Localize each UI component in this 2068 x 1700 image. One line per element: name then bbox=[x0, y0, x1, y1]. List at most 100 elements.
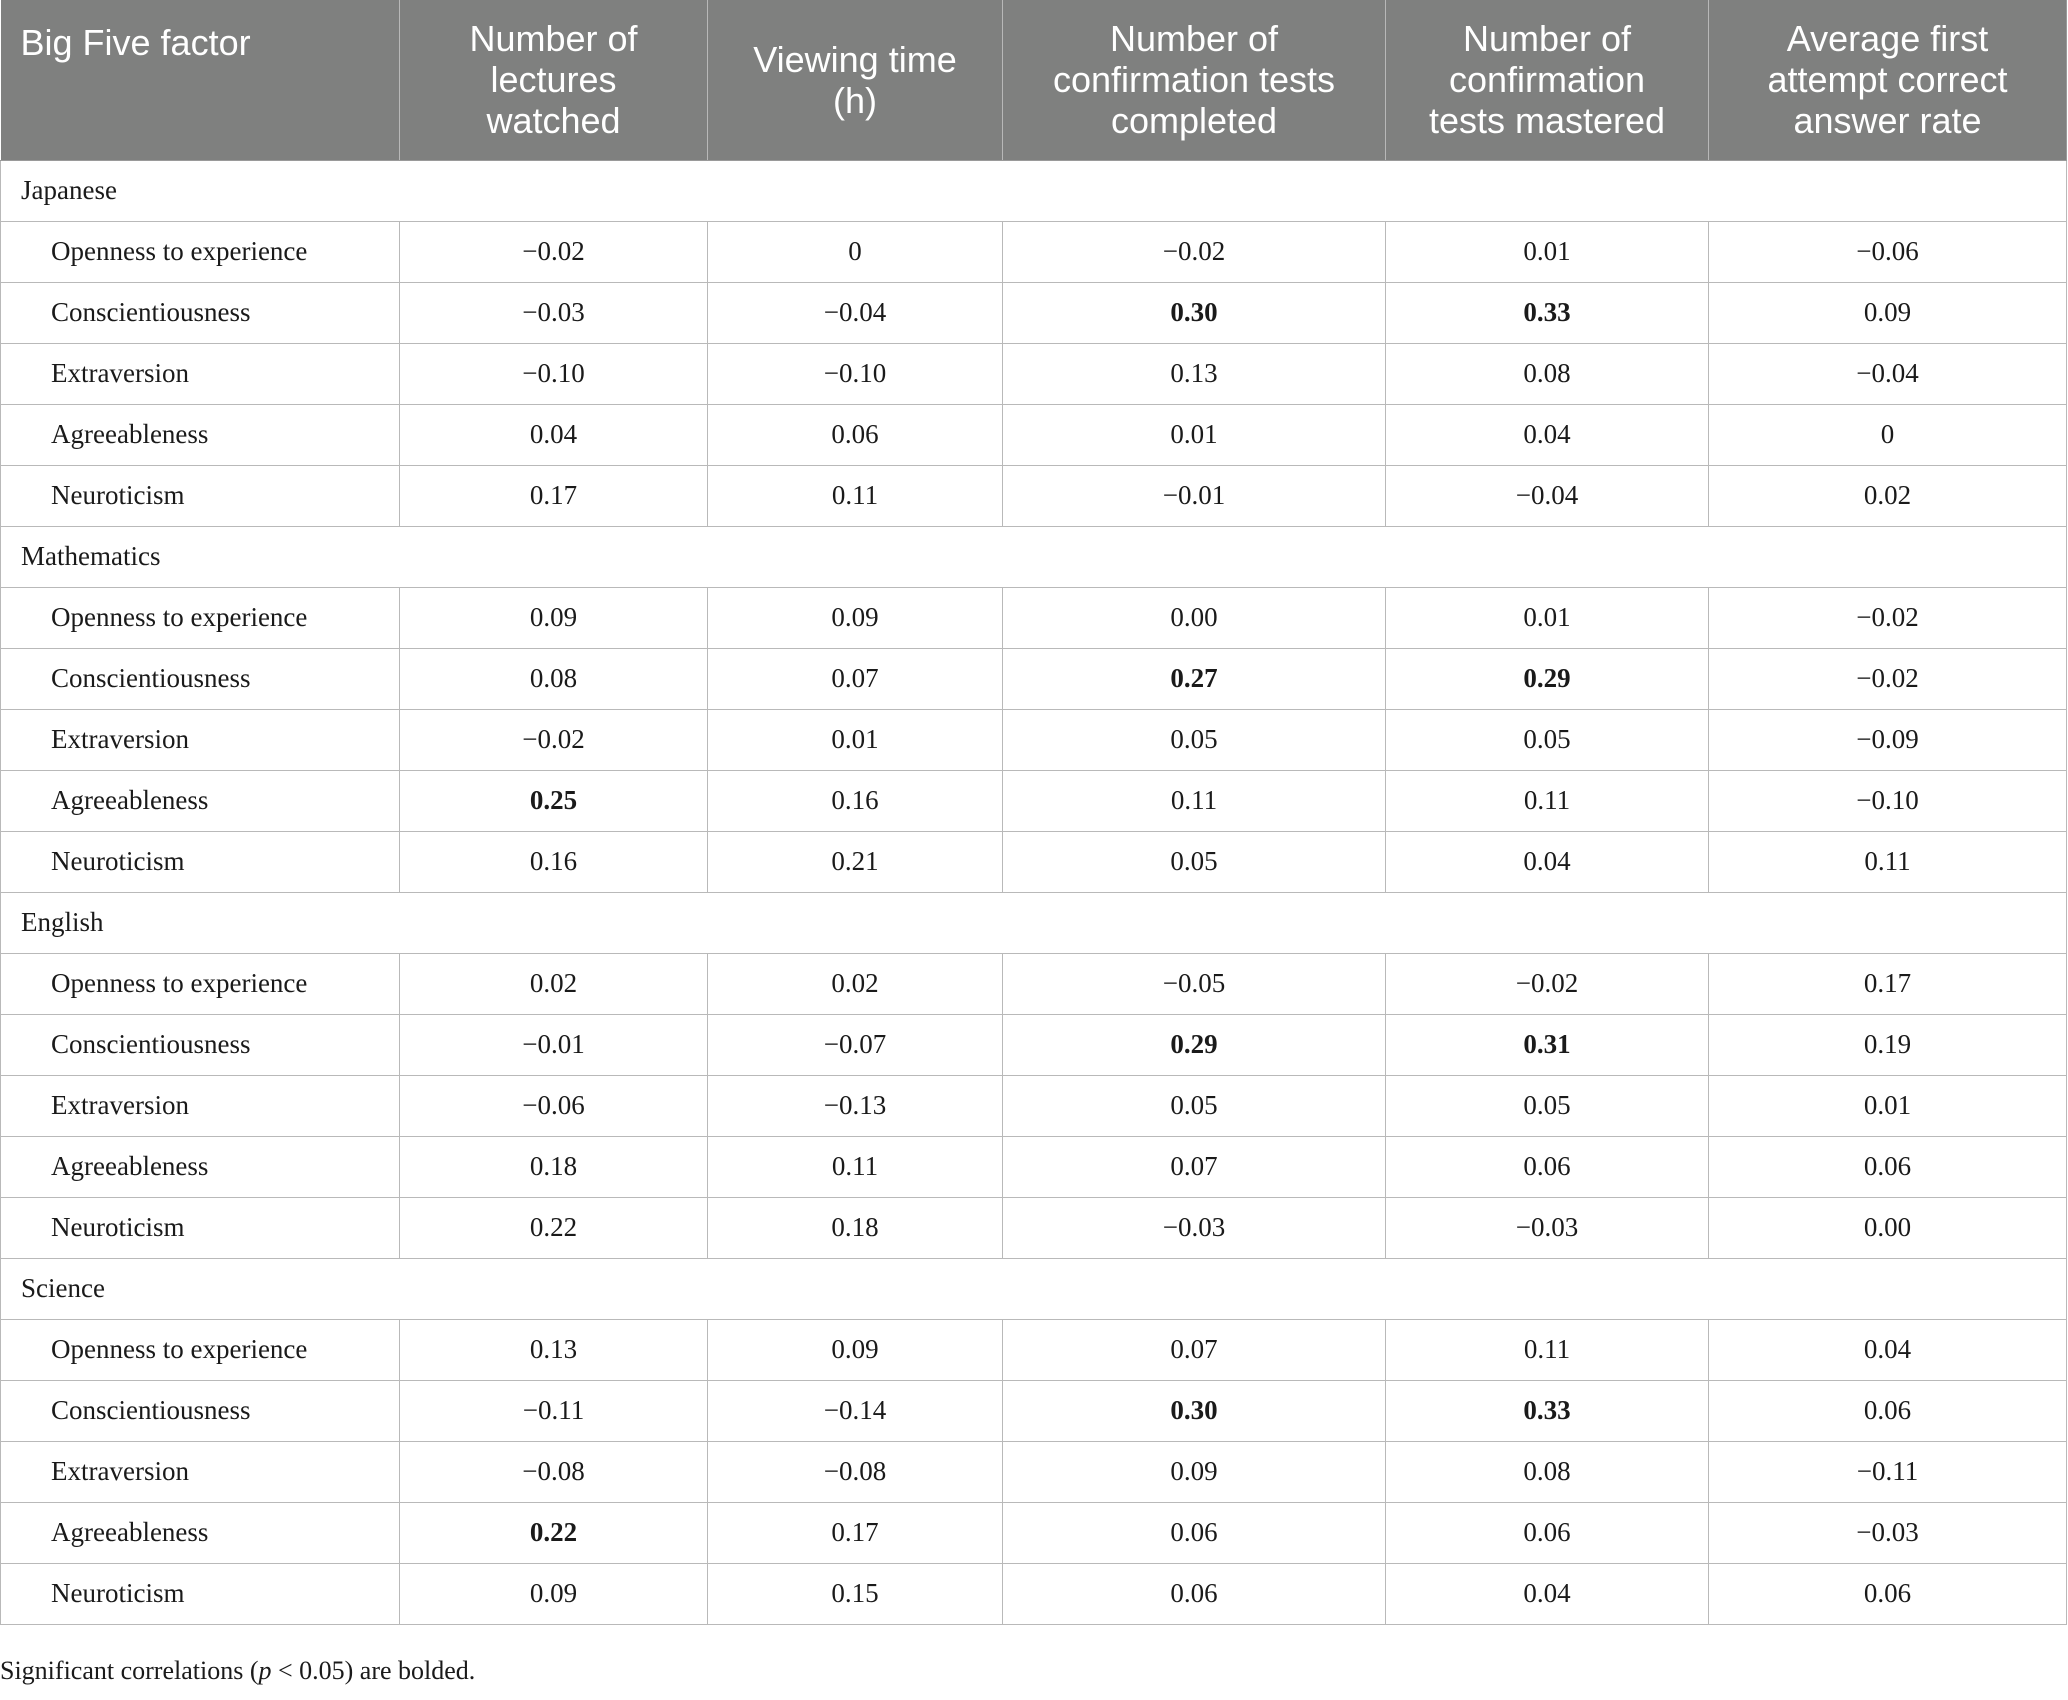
value-cell: 0.06 bbox=[707, 403, 1003, 466]
value-cell: 0.09 bbox=[399, 1562, 708, 1625]
value-cell: 0.11 bbox=[707, 1135, 1003, 1198]
value-cell: 0.06 bbox=[1385, 1135, 1709, 1198]
column-header-line: tests mastered bbox=[1428, 100, 1666, 142]
factor-cell: Conscientiousness bbox=[0, 647, 400, 710]
value-cell: 0.33 bbox=[1385, 1379, 1709, 1442]
table-row: Neuroticism 0.09 0.15 0.06 0.04 0.06 bbox=[0, 1562, 2067, 1625]
column-header-line: Number of bbox=[1109, 18, 1279, 60]
factor-cell: Neuroticism bbox=[0, 1196, 400, 1259]
value-cell: −0.04 bbox=[707, 281, 1003, 344]
value-cell: 0.15 bbox=[707, 1562, 1003, 1625]
value-cell: 0.04 bbox=[1385, 830, 1709, 893]
value-cell: 0.07 bbox=[1002, 1318, 1386, 1381]
value-cell: 0.05 bbox=[1385, 708, 1709, 771]
table-header: Big Five factor Number of lectures watched V… bbox=[0, 0, 2067, 161]
column-header-line: watched bbox=[486, 100, 621, 142]
table-row: Openness to experience 0.13 0.09 0.07 0.11 0.… bbox=[0, 1318, 2067, 1381]
factor-cell: Neuroticism bbox=[0, 830, 400, 893]
factor-cell: Extraversion bbox=[0, 708, 400, 771]
table-row: Openness to experience 0.02 0.02 −0.05 −0.02… bbox=[0, 952, 2067, 1015]
value-cell: 0.17 bbox=[1708, 952, 2067, 1015]
value-cell: 0.07 bbox=[707, 647, 1003, 710]
column-header: Number of confirmation tests mastered bbox=[1385, 0, 1709, 161]
value-cell: 0.09 bbox=[707, 1318, 1003, 1381]
value-cell: −0.01 bbox=[399, 1013, 708, 1076]
value-cell: 0.11 bbox=[1385, 1318, 1709, 1381]
value-cell: 0.08 bbox=[1385, 342, 1709, 405]
value-cell: −0.10 bbox=[707, 342, 1003, 405]
factor-cell: Openness to experience bbox=[0, 1318, 400, 1381]
value-cell: 0.02 bbox=[1708, 464, 2067, 527]
value-cell: −0.08 bbox=[707, 1440, 1003, 1503]
value-cell: 0.06 bbox=[1708, 1562, 2067, 1625]
column-header-line: answer rate bbox=[1793, 100, 1982, 142]
value-cell: 0.01 bbox=[707, 708, 1003, 771]
factor-cell: Neuroticism bbox=[0, 464, 400, 527]
column-header-line: Viewing time bbox=[753, 38, 957, 80]
value-cell: 0.07 bbox=[1002, 1135, 1386, 1198]
value-cell: 0.01 bbox=[1002, 403, 1386, 466]
value-cell: 0.29 bbox=[1385, 647, 1709, 710]
value-cell: 0.22 bbox=[399, 1196, 708, 1259]
header-row: Big Five factor Number of lectures watched V… bbox=[0, 0, 2067, 161]
value-cell: 0.02 bbox=[399, 952, 708, 1015]
value-cell: 0.06 bbox=[1708, 1135, 2067, 1198]
table-row: Extraversion −0.10 −0.10 0.13 0.08 −0.04 bbox=[0, 342, 2067, 405]
value-cell: −0.04 bbox=[1385, 464, 1709, 527]
column-header-line: Average first bbox=[1786, 18, 1989, 60]
value-cell: 0.17 bbox=[399, 464, 708, 527]
factor-cell: Agreeableness bbox=[0, 769, 400, 832]
group-label: Japanese bbox=[0, 159, 2067, 222]
column-header: Number of lectures watched bbox=[399, 0, 708, 161]
group-row: Science bbox=[0, 1257, 2067, 1320]
column-header-line: confirmation tests bbox=[1052, 59, 1336, 101]
table-row: Openness to experience −0.02 0 −0.02 0.01 −0.… bbox=[0, 220, 2067, 283]
value-cell: 0 bbox=[1708, 403, 2067, 466]
value-cell: −0.03 bbox=[1385, 1196, 1709, 1259]
table-row: Neuroticism 0.16 0.21 0.05 0.04 0.11 bbox=[0, 830, 2067, 893]
value-cell: 0.02 bbox=[707, 952, 1003, 1015]
factor-cell: Agreeableness bbox=[0, 1501, 400, 1564]
value-cell: −0.05 bbox=[1002, 952, 1386, 1015]
value-cell: 0.01 bbox=[1385, 220, 1709, 283]
table-row: Conscientiousness −0.03 −0.04 0.30 0.33 0.09 bbox=[0, 281, 2067, 344]
factor-cell: Openness to experience bbox=[0, 586, 400, 649]
factor-cell: Extraversion bbox=[0, 1440, 400, 1503]
value-cell: 0.05 bbox=[1002, 830, 1386, 893]
footnote-before: Significant correlations ( bbox=[0, 1656, 259, 1685]
value-cell: −0.14 bbox=[707, 1379, 1003, 1442]
column-header-line: completed bbox=[1110, 100, 1278, 142]
column-header-line: confirmation bbox=[1448, 59, 1646, 101]
value-cell: 0.05 bbox=[1002, 708, 1386, 771]
footnote-after: < 0.05) are bolded. bbox=[271, 1656, 476, 1685]
value-cell: 0.09 bbox=[707, 586, 1003, 649]
value-cell: 0.09 bbox=[1002, 1440, 1386, 1503]
table-row: Agreeableness 0.18 0.11 0.07 0.06 0.06 bbox=[0, 1135, 2067, 1198]
group-label: Mathematics bbox=[0, 525, 2067, 588]
factor-cell: Extraversion bbox=[0, 342, 400, 405]
value-cell: 0.04 bbox=[1708, 1318, 2067, 1381]
value-cell: 0.05 bbox=[1385, 1074, 1709, 1137]
group-row: English bbox=[0, 891, 2067, 954]
value-cell: 0.29 bbox=[1002, 1013, 1386, 1076]
group-row: Mathematics bbox=[0, 525, 2067, 588]
value-cell: −0.13 bbox=[707, 1074, 1003, 1137]
factor-cell: Conscientiousness bbox=[0, 1379, 400, 1442]
table-row: Conscientiousness −0.01 −0.07 0.29 0.31 0.19 bbox=[0, 1013, 2067, 1076]
table-row: Extraversion −0.06 −0.13 0.05 0.05 0.01 bbox=[0, 1074, 2067, 1137]
factor-cell: Conscientiousness bbox=[0, 281, 400, 344]
value-cell: 0.06 bbox=[1385, 1501, 1709, 1564]
column-header-line: lectures bbox=[490, 59, 617, 101]
value-cell: 0.31 bbox=[1385, 1013, 1709, 1076]
table-footnote: Significant correlations (p < 0.05) are … bbox=[0, 1656, 475, 1686]
value-cell: 0.16 bbox=[399, 830, 708, 893]
factor-cell: Conscientiousness bbox=[0, 1013, 400, 1076]
value-cell: 0.18 bbox=[399, 1135, 708, 1198]
value-cell: 0.13 bbox=[399, 1318, 708, 1381]
group-label: English bbox=[0, 891, 2067, 954]
table-row: Conscientiousness 0.08 0.07 0.27 0.29 −0.02 bbox=[0, 647, 2067, 710]
value-cell: 0.17 bbox=[707, 1501, 1003, 1564]
value-cell: −0.11 bbox=[1708, 1440, 2067, 1503]
column-header-line: Big Five factor bbox=[20, 22, 251, 63]
correlation-table: Big Five factor Number of lectures watched V… bbox=[0, 0, 2067, 1625]
